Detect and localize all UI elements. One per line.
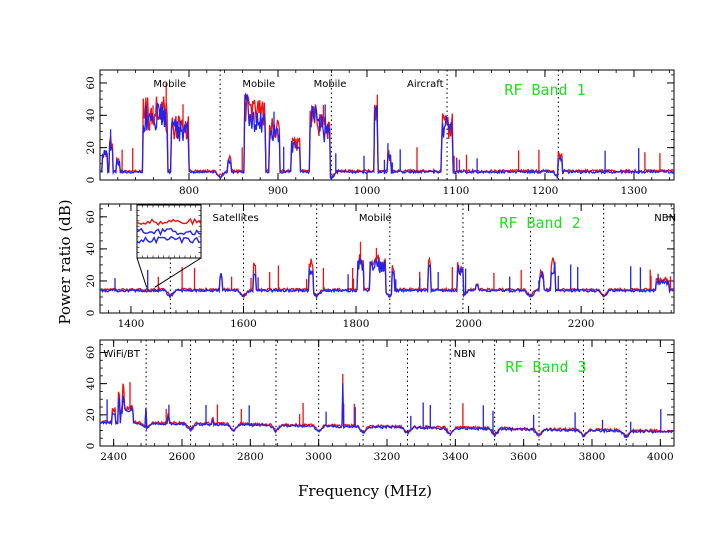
x-tick-label: 4000 bbox=[647, 451, 674, 463]
x-tick-label: 2000 bbox=[455, 318, 482, 330]
x-tick-label: 1100 bbox=[443, 185, 470, 197]
band-annotation: NBN bbox=[454, 349, 476, 360]
series-blue-trace bbox=[100, 93, 674, 180]
series-blue-trace bbox=[100, 383, 674, 439]
band-annotation: NBN bbox=[654, 213, 676, 224]
x-tick-label: 3200 bbox=[374, 451, 401, 463]
band-annotation: WiFi/BT bbox=[103, 349, 140, 360]
y-tick-label: 0 bbox=[85, 310, 97, 317]
x-tick-label: 1400 bbox=[118, 318, 145, 330]
y-tick-label: 40 bbox=[85, 377, 97, 390]
x-tick-label: 3800 bbox=[579, 451, 606, 463]
band-annotation: Mobile bbox=[359, 213, 392, 224]
band-title: RF Band 2 bbox=[499, 214, 580, 232]
inset-connector bbox=[154, 257, 202, 288]
band-annotation: Aircraft bbox=[407, 79, 444, 90]
band-annotation: Mobile bbox=[242, 79, 275, 90]
plot-frame bbox=[99, 339, 675, 447]
x-tick-label: 3000 bbox=[305, 451, 332, 463]
series-blue-trace bbox=[100, 257, 674, 299]
y-tick-label: 60 bbox=[85, 346, 97, 359]
x-tick-label: 1300 bbox=[621, 185, 648, 197]
y-tick-label: 20 bbox=[85, 141, 97, 154]
y-tick-label: 40 bbox=[85, 109, 97, 122]
y-tick-label: 40 bbox=[85, 242, 97, 255]
band-title: RF Band 3 bbox=[505, 358, 586, 376]
band-annotation: Mobile bbox=[314, 79, 347, 90]
y-tick-label: 0 bbox=[85, 443, 97, 450]
x-tick-label: 2600 bbox=[169, 451, 196, 463]
y-axis-label: Power ratio (dB) bbox=[56, 199, 74, 324]
panel-3: 2400 2600 2800 3000 3200 3400 3600 3800 4000 0 20 4… bbox=[85, 339, 675, 463]
x-axis-label: Frequency (MHz) bbox=[298, 482, 432, 500]
x-tick-label: 1600 bbox=[230, 318, 257, 330]
y-tick-label: 20 bbox=[85, 274, 97, 287]
x-tick-label: 2200 bbox=[568, 318, 595, 330]
x-tick-label: 1200 bbox=[532, 185, 559, 197]
y-tick-label: 60 bbox=[85, 210, 97, 223]
y-tick-label: 0 bbox=[85, 177, 97, 184]
x-tick-label: 1000 bbox=[354, 185, 381, 197]
inset-connector bbox=[136, 257, 148, 288]
band-annotation: Satellites bbox=[213, 213, 259, 224]
y-tick-label: 60 bbox=[85, 76, 97, 89]
inset-trace-red bbox=[136, 217, 202, 226]
panel-2: 1400 1600 1800 2000 2200 0 20 40 60 Satellites Mob… bbox=[85, 203, 676, 330]
x-tick-label: 900 bbox=[268, 185, 288, 197]
inset-trace-blue bbox=[136, 227, 202, 237]
x-tick-label: 2400 bbox=[100, 451, 127, 463]
x-tick-label: 3600 bbox=[510, 451, 537, 463]
y-tick-label: 20 bbox=[85, 408, 97, 421]
band-title: RF Band 1 bbox=[504, 81, 585, 99]
panel-1: 800 900 1000 1100 1200 1300 0 20 40 60 Mobile Mobil… bbox=[85, 69, 675, 197]
x-tick-label: 1800 bbox=[343, 318, 370, 330]
band-annotation: Mobile bbox=[153, 79, 186, 90]
x-tick-label: 800 bbox=[179, 185, 199, 197]
inset-trace-blue bbox=[136, 235, 202, 245]
x-tick-label: 2800 bbox=[237, 451, 264, 463]
x-tick-label: 3400 bbox=[442, 451, 469, 463]
plot-frame bbox=[99, 203, 675, 314]
inset-zoom bbox=[136, 204, 202, 259]
plot-frame bbox=[99, 69, 675, 181]
